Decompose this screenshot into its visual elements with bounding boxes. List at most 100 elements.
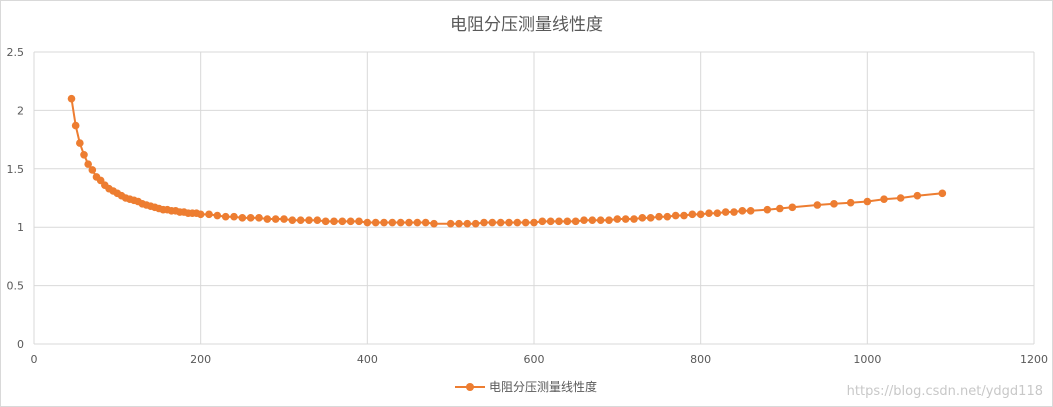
series-group	[67, 94, 947, 228]
data-point	[288, 216, 297, 224]
data-point	[596, 216, 605, 224]
y-tick-label: 0	[17, 338, 24, 351]
data-point	[84, 160, 92, 168]
data-point	[655, 212, 663, 221]
data-point	[196, 210, 205, 219]
data-point	[371, 218, 380, 227]
data-point	[421, 218, 430, 227]
data-point	[480, 218, 488, 227]
data-point	[455, 219, 463, 228]
data-point	[605, 216, 613, 224]
data-point	[663, 212, 672, 221]
data-point	[646, 214, 655, 222]
data-point	[880, 195, 888, 203]
data-point	[313, 216, 322, 224]
data-point	[505, 218, 513, 227]
data-point	[738, 207, 747, 215]
data-point	[680, 211, 688, 220]
data-point	[263, 215, 272, 223]
data-point	[71, 121, 80, 130]
data-point	[546, 217, 555, 226]
data-point	[338, 217, 347, 226]
data-point	[488, 218, 497, 227]
data-point	[671, 211, 680, 220]
legend-label: 电阻分压测量线性度	[489, 380, 598, 394]
y-tick-label: 1	[17, 221, 24, 234]
data-point	[246, 214, 255, 222]
data-point	[613, 215, 622, 223]
x-tick-label: 200	[190, 353, 211, 366]
data-point	[588, 216, 597, 224]
data-point	[530, 218, 538, 227]
data-point	[730, 208, 738, 216]
watermark-text: https://blog.csdn.net/ydgd118	[846, 384, 1043, 399]
data-point	[788, 203, 797, 212]
x-tick-label: 800	[690, 353, 711, 366]
data-point	[221, 212, 230, 221]
data-point	[688, 210, 697, 219]
x-tick-label: 600	[524, 353, 545, 366]
data-point	[538, 217, 547, 226]
y-tick-label: 2.5	[7, 46, 25, 59]
y-tick-label: 2	[17, 104, 24, 117]
y-tick-labels: 0 0.5 1 1.5 2 2.5	[7, 46, 25, 351]
data-point	[388, 218, 397, 227]
data-point	[380, 218, 388, 227]
data-point	[813, 201, 822, 209]
data-point	[88, 166, 97, 174]
data-point	[330, 217, 338, 226]
data-point	[776, 204, 784, 213]
data-point	[413, 218, 422, 227]
data-point	[555, 217, 563, 226]
data-point	[238, 214, 247, 222]
x-tick-label: 1000	[853, 353, 881, 366]
data-point	[355, 217, 363, 226]
data-point	[863, 197, 872, 206]
legend: 电阻分压测量线性度	[455, 378, 597, 395]
x-tick-label: 1200	[1020, 353, 1048, 366]
data-point	[571, 217, 580, 226]
data-point	[496, 218, 505, 227]
data-point	[321, 217, 330, 226]
data-point	[721, 208, 730, 216]
data-point	[938, 189, 947, 198]
data-point	[255, 214, 263, 222]
data-point	[846, 198, 855, 207]
data-point	[696, 210, 705, 219]
y-tick-label: 1.5	[7, 163, 25, 176]
data-point	[230, 212, 238, 221]
x-tick-labels: 0 200 400 600 800 1000 1200	[31, 353, 1049, 366]
legend-marker-icon	[455, 381, 485, 393]
data-point	[521, 218, 530, 227]
y-tick-label: 0.5	[7, 280, 25, 293]
data-point	[271, 215, 280, 223]
data-point	[67, 94, 76, 103]
data-point	[563, 217, 572, 226]
data-point	[830, 200, 838, 208]
data-point	[363, 218, 372, 227]
data-point	[346, 217, 355, 226]
data-point	[305, 216, 313, 224]
data-point	[80, 150, 88, 159]
chart-title: 电阻分压测量线性度	[450, 15, 603, 35]
data-point	[396, 218, 405, 227]
data-point	[580, 216, 588, 224]
data-point	[471, 219, 480, 228]
x-tick-label: 400	[357, 353, 378, 366]
data-point	[713, 209, 722, 217]
data-point	[705, 209, 713, 217]
data-point	[746, 207, 755, 215]
data-point	[513, 218, 522, 227]
data-point	[638, 214, 647, 222]
data-point	[463, 219, 472, 228]
data-point	[280, 215, 288, 223]
data-point	[296, 216, 305, 224]
data-point	[76, 139, 84, 147]
data-point	[630, 215, 638, 223]
data-point	[205, 210, 213, 219]
data-point	[430, 219, 438, 228]
data-point	[913, 191, 922, 200]
x-tick-label: 0	[31, 353, 38, 366]
